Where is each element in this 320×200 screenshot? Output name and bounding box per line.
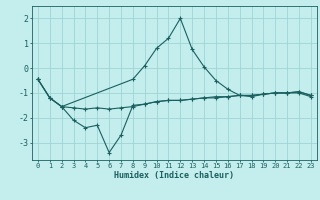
X-axis label: Humidex (Indice chaleur): Humidex (Indice chaleur) — [115, 171, 234, 180]
